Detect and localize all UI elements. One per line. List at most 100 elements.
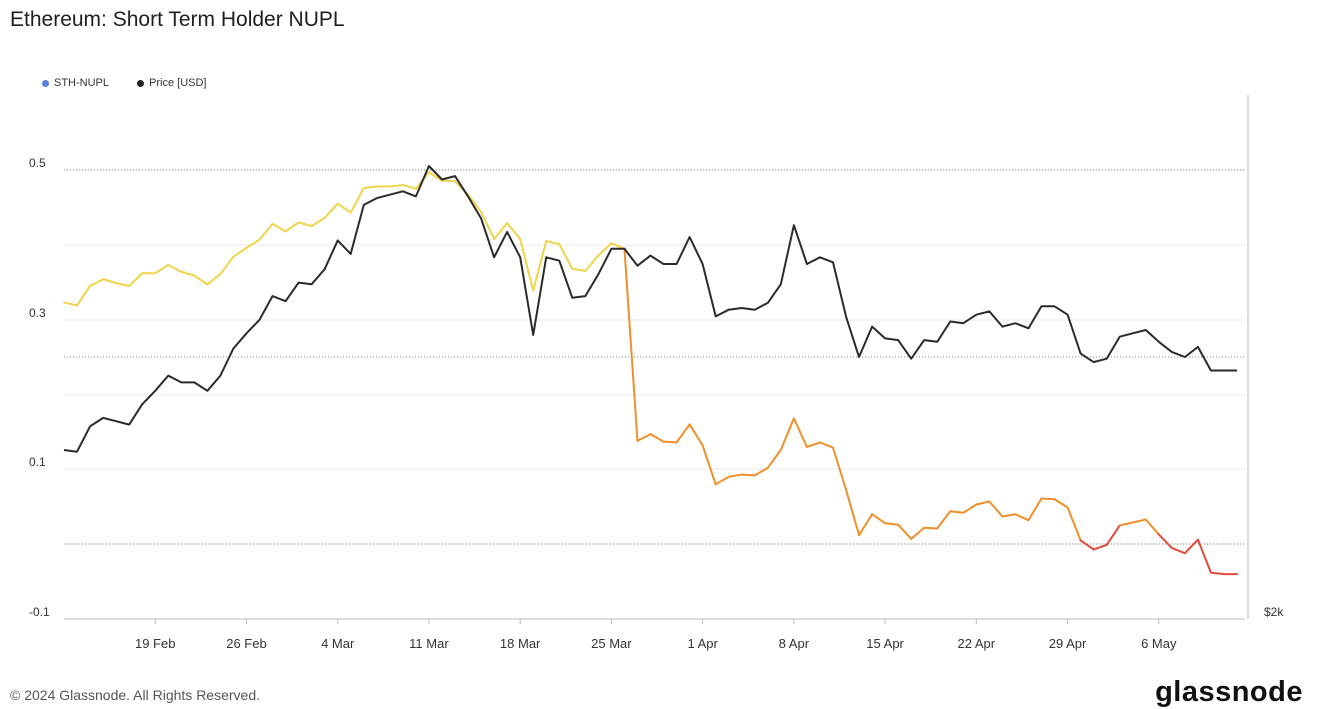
sth-nupl-segment bbox=[336, 202, 352, 214]
sth-nupl-segment bbox=[584, 254, 600, 273]
sth-nupl-segment bbox=[63, 301, 79, 307]
sth-nupl-segment bbox=[89, 278, 105, 287]
sth-nupl-segment bbox=[545, 240, 561, 246]
sth-nupl-segment bbox=[271, 222, 287, 233]
sth-nupl-segment bbox=[1209, 571, 1225, 576]
y-tick-label: 0.1 bbox=[29, 455, 46, 469]
sth-nupl-segment bbox=[675, 423, 691, 444]
sth-nupl-segment bbox=[440, 179, 456, 183]
sth-nupl-segment bbox=[988, 500, 1004, 518]
sth-nupl-segment bbox=[897, 523, 913, 540]
x-tick-label: 1 Apr bbox=[687, 636, 718, 651]
brand-logo: glassnode bbox=[1155, 676, 1303, 708]
x-tick-label: 6 May bbox=[1141, 636, 1177, 651]
sth-nupl-segment bbox=[623, 247, 639, 442]
sth-nupl-segment bbox=[831, 446, 847, 491]
sth-nupl-segment bbox=[219, 255, 235, 276]
sth-nupl-segment bbox=[610, 242, 626, 250]
sth-nupl-segment bbox=[1105, 524, 1121, 546]
x-tick-label: 26 Feb bbox=[226, 636, 266, 651]
x-tick-label: 19 Feb bbox=[135, 636, 175, 651]
sth-nupl-segment bbox=[558, 243, 574, 270]
y-tick-label: -0.1 bbox=[29, 605, 50, 619]
sth-nupl-segment bbox=[571, 267, 587, 273]
sth-nupl-segment bbox=[949, 510, 965, 514]
y-right-tick-label: $2k bbox=[1264, 605, 1284, 619]
grid-lines bbox=[64, 169, 1245, 545]
sth-nupl-segment bbox=[493, 222, 509, 240]
legend-dot-price-icon bbox=[137, 79, 145, 87]
legend-label-sth-nupl: STH-NUPL bbox=[54, 77, 110, 89]
sth-nupl-segment bbox=[76, 284, 92, 307]
sth-nupl-segment bbox=[910, 526, 926, 540]
legend-item-sth-nupl[interactable]: STH-NUPL bbox=[42, 77, 109, 89]
sth-nupl-segment bbox=[284, 221, 300, 233]
legend-dot-sth-nupl-icon bbox=[42, 79, 49, 87]
sth-nupl-segment bbox=[701, 444, 717, 486]
legend-label-price: Price [USD] bbox=[149, 77, 207, 89]
sth-nupl-segment bbox=[349, 186, 365, 214]
sth-nupl-segment bbox=[532, 240, 548, 292]
sth-nupl-segment bbox=[727, 473, 743, 478]
sth-nupl-segment bbox=[1144, 518, 1160, 536]
sth-nupl-segment bbox=[154, 264, 170, 275]
sth-nupl-segment bbox=[714, 475, 730, 486]
sth-nupl-segment bbox=[193, 274, 209, 286]
sth-nupl-segment bbox=[180, 270, 196, 277]
sth-nupl-segment bbox=[128, 272, 144, 287]
sth-nupl-segment bbox=[102, 278, 118, 284]
sth-nupl-segment bbox=[506, 222, 522, 240]
sth-nupl-segment bbox=[1040, 497, 1056, 501]
copyright-text: © 2024 Glassnode. All Rights Reserved. bbox=[10, 687, 261, 703]
sth-nupl-segment bbox=[167, 264, 183, 273]
sth-nupl-segment bbox=[1157, 533, 1173, 549]
sth-nupl-segment bbox=[740, 473, 756, 477]
sth-nupl-segment bbox=[297, 221, 313, 228]
sth-nupl-segment bbox=[753, 466, 769, 477]
sth-nupl-segment bbox=[1131, 518, 1147, 524]
sth-nupl-segment bbox=[310, 216, 326, 228]
sth-nupl-segment bbox=[1053, 498, 1069, 509]
legend-item-price[interactable]: Price [USD] bbox=[137, 77, 206, 89]
sth-nupl-segment bbox=[245, 238, 261, 249]
y-tick-label: 0.5 bbox=[29, 156, 46, 170]
sth-nupl-segment bbox=[688, 423, 704, 447]
sth-nupl-segment bbox=[818, 441, 834, 449]
sth-nupl-segment bbox=[480, 210, 496, 240]
sth-nupl-segment bbox=[388, 183, 404, 188]
sth-nupl-segment bbox=[805, 441, 821, 448]
sth-nupl-segment bbox=[1092, 543, 1108, 551]
sth-nupl-segment bbox=[858, 513, 874, 537]
sth-nupl-segment bbox=[1027, 497, 1043, 522]
sth-nupl-segment bbox=[962, 503, 978, 514]
sth-nupl-segment bbox=[636, 433, 652, 442]
sth-nupl-segment bbox=[845, 488, 861, 537]
sth-nupl-segment bbox=[792, 417, 808, 448]
sth-nupl-segment bbox=[1014, 513, 1030, 522]
x-tick-label: 8 Apr bbox=[779, 636, 810, 651]
chart-legend: STH-NUPL Price [USD] bbox=[42, 77, 206, 89]
sth-nupl-segment bbox=[779, 417, 795, 451]
sth-nupl-segment bbox=[766, 448, 782, 469]
x-tick-label: 15 Apr bbox=[866, 636, 904, 651]
sth-nupl-segment bbox=[258, 222, 274, 241]
sth-nupl-segment bbox=[1066, 506, 1082, 542]
sth-nupl-segment bbox=[1170, 546, 1186, 555]
x-tick-label: 29 Apr bbox=[1049, 636, 1087, 651]
sth-nupl-segment bbox=[975, 500, 991, 506]
sth-nupl-segment bbox=[1118, 521, 1134, 527]
sth-nupl-segment bbox=[467, 193, 483, 213]
x-tick-label: 18 Mar bbox=[500, 636, 541, 651]
sth-nupl-segment bbox=[206, 273, 222, 286]
sth-nupl-segment bbox=[401, 183, 417, 190]
x-tick-label: 4 Mar bbox=[321, 636, 355, 651]
sth-nupl-segment bbox=[1079, 539, 1095, 551]
sth-nupl-segment bbox=[923, 526, 939, 530]
sth-nupl-segment bbox=[1196, 538, 1212, 574]
sth-nupl-segment bbox=[662, 440, 678, 444]
y-tick-label: 0.3 bbox=[29, 306, 46, 320]
price-line bbox=[63, 165, 1237, 453]
axes: 0.5 0.3 0.1 -0.1 $2k 19 Feb 26 Feb 4 Mar 11 Mar 1… bbox=[29, 95, 1284, 651]
sth-nupl-segment bbox=[936, 510, 952, 530]
